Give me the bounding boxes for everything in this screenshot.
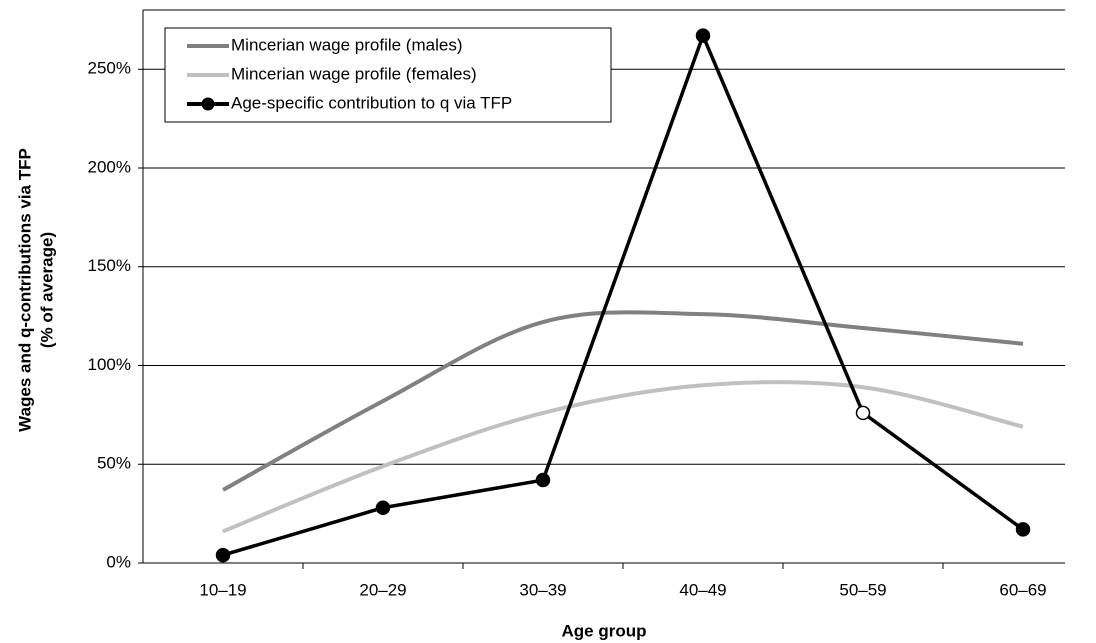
y-tick-label: 100% <box>88 355 131 374</box>
legend-marker <box>201 97 215 111</box>
y-axis-title-unit: (% of average) <box>37 232 56 348</box>
x-tick-label: 30–39 <box>519 580 566 599</box>
data-point <box>535 472 551 488</box>
data-point <box>855 405 871 421</box>
legend-box <box>164 27 612 123</box>
legend-label: Age-specific contribution to q via TFP <box>231 93 512 112</box>
x-tick-label: 20–29 <box>359 580 406 599</box>
legend-label: Mincerian wage profile (males) <box>231 35 462 54</box>
x-tick-label: 10–19 <box>199 580 246 599</box>
y-axis-title: Wages and q-contributions via TFP <box>15 148 34 432</box>
x-tick-label: 60–69 <box>999 580 1046 599</box>
data-point <box>215 547 231 563</box>
series-line <box>222 380 1024 534</box>
y-tick-label: 250% <box>88 59 131 78</box>
y-tick-label: 200% <box>88 157 131 176</box>
x-axis-title: Age group <box>562 621 647 640</box>
series-line <box>222 30 1025 557</box>
x-tick-label: 50–59 <box>839 580 886 599</box>
series-line <box>222 310 1024 492</box>
data-point <box>695 28 711 43</box>
y-tick-label: 150% <box>88 256 131 275</box>
data-point <box>1015 522 1031 537</box>
y-tick-label: 0% <box>106 552 131 571</box>
x-tick-label: 40–49 <box>679 580 726 599</box>
data-point <box>375 500 391 515</box>
legend-label: Mincerian wage profile (females) <box>231 64 477 83</box>
y-tick-label: 50% <box>97 454 131 473</box>
